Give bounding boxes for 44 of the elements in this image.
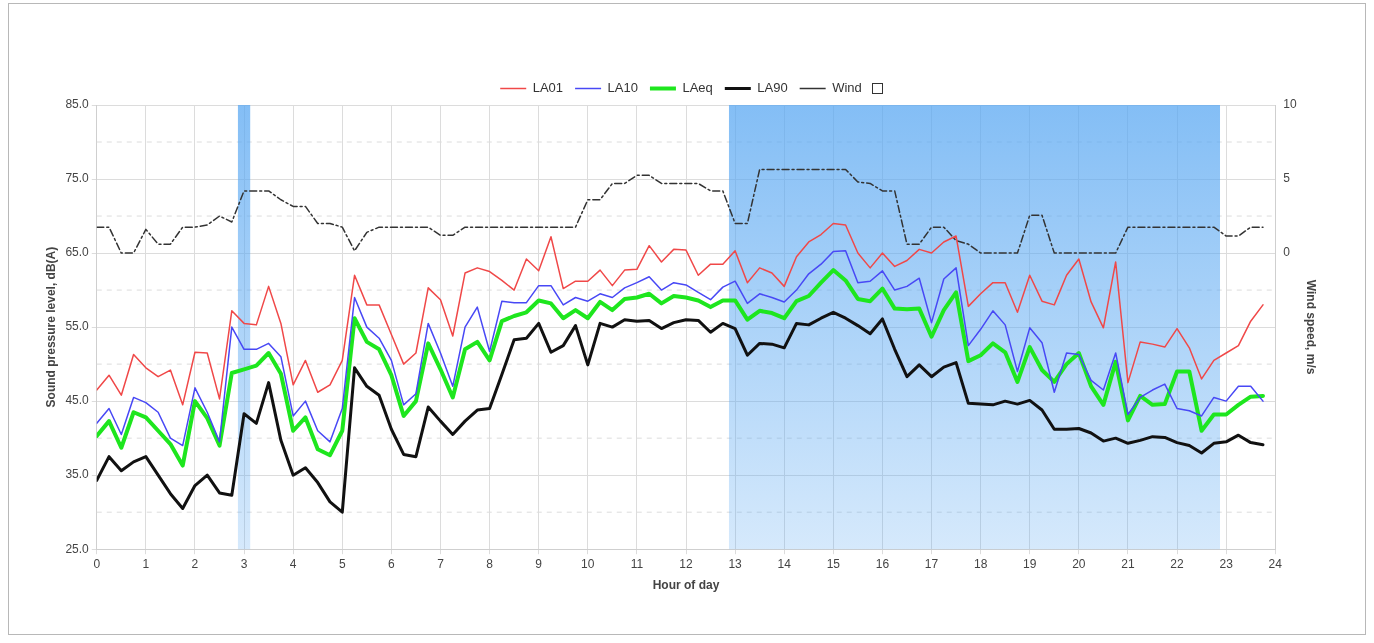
x-tick-label: 24 xyxy=(1268,556,1283,571)
x-tick-label: 6 xyxy=(388,556,396,571)
y-tick-label: 25.0 xyxy=(65,541,90,556)
x-tick-label: 0 xyxy=(93,556,101,571)
x-tick-label: 13 xyxy=(728,556,743,571)
x-tick-label: 14 xyxy=(777,556,792,571)
x-tick-label: 5 xyxy=(338,556,346,571)
x-tick-label: 15 xyxy=(826,556,841,571)
x-tick-label: 7 xyxy=(437,556,445,571)
legend-label: Wind xyxy=(832,80,862,96)
x-tick-label: 23 xyxy=(1219,556,1234,571)
y-tick-label: 55.0 xyxy=(65,319,90,334)
x-tick-label: 3 xyxy=(240,556,248,571)
legend-label: LAeq xyxy=(682,80,713,96)
line-series xyxy=(96,168,1264,254)
x-axis-title: Hour of day xyxy=(652,578,720,593)
x-tick-label: 8 xyxy=(486,556,494,571)
x-tick-label: 10 xyxy=(581,556,595,571)
x-tick-label: 19 xyxy=(1023,556,1037,571)
y2-tick-label: 10 xyxy=(1283,97,1297,112)
x-tick-label: 12 xyxy=(679,556,693,571)
x-tick-label: 4 xyxy=(289,556,297,571)
y-tick-label: 45.0 xyxy=(65,393,90,408)
y-tick-label: 65.0 xyxy=(65,245,90,260)
x-tick-label: 11 xyxy=(630,556,644,571)
y-tick-label: 35.0 xyxy=(65,467,90,482)
x-tick-label: 18 xyxy=(973,556,988,571)
legend-label: LA90 xyxy=(757,80,788,96)
x-tick-label: 2 xyxy=(191,556,199,571)
y2-tick-label: 5 xyxy=(1283,171,1291,186)
x-tick-label: 17 xyxy=(924,556,939,571)
x-tick-label: 16 xyxy=(875,556,890,571)
x-tick-label: 22 xyxy=(1170,556,1185,571)
x-tick-label: 1 xyxy=(142,556,150,571)
y-tick-label: 85.0 xyxy=(65,97,90,112)
legend-label: LA10 xyxy=(607,80,638,96)
x-tick-label: 9 xyxy=(535,556,543,571)
legend-label: LA01 xyxy=(532,80,564,96)
y-tick-label: 75.0 xyxy=(65,171,90,186)
y2-axis-title: Wind speed, m/s xyxy=(1304,279,1319,375)
x-tick-label: 20 xyxy=(1072,556,1086,571)
y2-tick-label: 0 xyxy=(1283,245,1291,260)
y-axis-title: Sound pressure level, dB(A) xyxy=(43,246,58,408)
x-tick-label: 21 xyxy=(1121,556,1135,571)
